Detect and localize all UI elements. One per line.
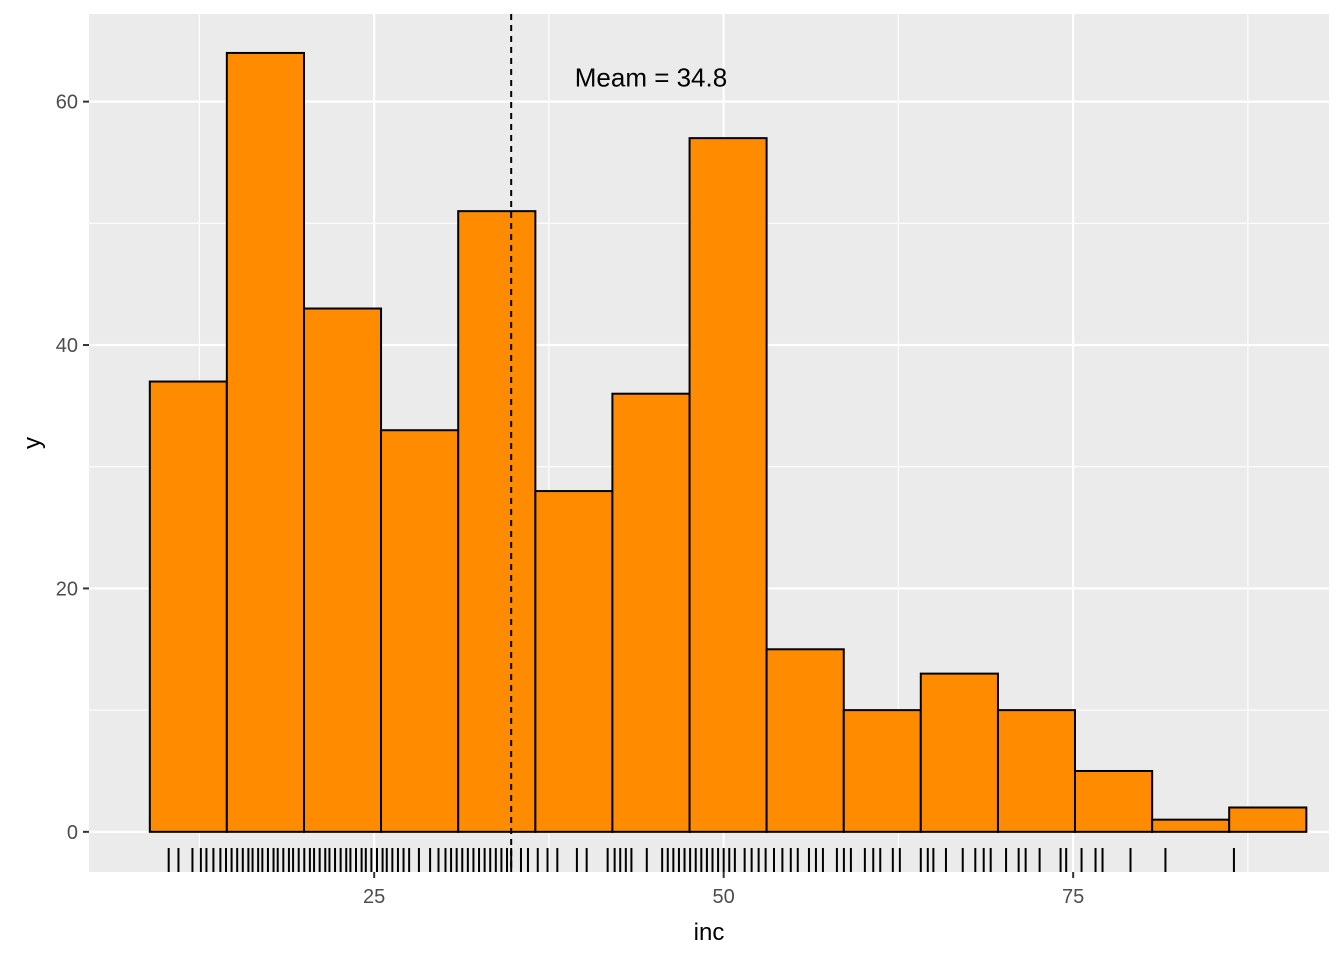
histogram-bar (842, 709, 922, 833)
y-tick-label: 0 (67, 822, 78, 844)
x-tick-label: 25 (363, 886, 385, 908)
histogram-bar (148, 380, 228, 833)
rug-marks (167, 848, 1235, 872)
y-tick-label: 40 (56, 335, 78, 357)
histogram-bar (1228, 806, 1308, 833)
histogram-bar (457, 210, 537, 833)
histogram-bar (303, 307, 383, 833)
histogram-bar (765, 648, 845, 833)
histogram-bar (919, 672, 999, 833)
histogram-bar (534, 490, 614, 833)
histogram-bar (380, 429, 460, 833)
x-axis-title: inc (694, 919, 725, 946)
histogram-bar (225, 51, 306, 833)
mean-annotation: Meam = 34.8 (575, 62, 727, 92)
x-tick-label: 50 (713, 886, 735, 908)
y-tick-label: 20 (56, 578, 78, 600)
histogram-bar (1151, 818, 1231, 833)
y-tick-label: 60 (56, 92, 78, 114)
histogram-bar (611, 392, 691, 833)
histogram-bar (996, 709, 1076, 833)
x-axis-ticks: 25 50 75 (363, 872, 1084, 908)
histogram-bar (688, 137, 768, 833)
histogram-bars (148, 51, 1308, 833)
histogram-bar (1073, 769, 1154, 833)
y-axis-title: y (19, 437, 46, 449)
x-tick-label: 75 (1062, 886, 1084, 908)
y-axis-ticks: 0 20 40 60 (56, 92, 89, 844)
